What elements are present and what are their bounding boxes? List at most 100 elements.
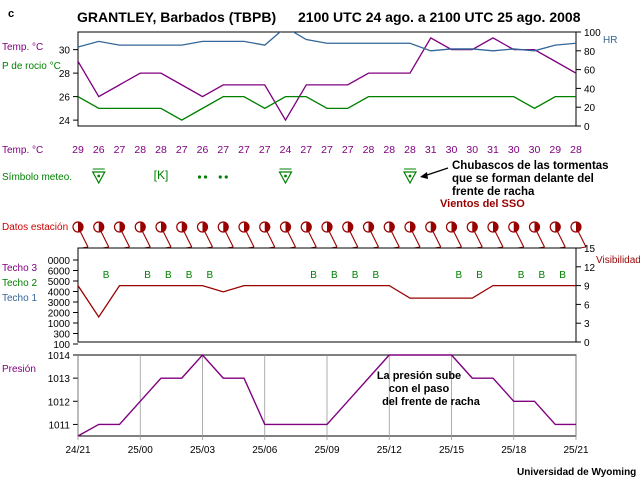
temp-row-value: 31 xyxy=(425,144,437,156)
station-cover-icon xyxy=(327,222,332,232)
dew-axis-label: P de rocio °C xyxy=(2,61,61,72)
temp-row-value: 24 xyxy=(280,144,292,156)
temp-tick-label: 28 xyxy=(59,69,71,80)
pressure-line xyxy=(77,353,576,437)
showers-annotation-line3: frente de racha xyxy=(452,186,535,198)
hr-tick-label: 80 xyxy=(584,47,596,58)
station-cover-icon xyxy=(513,222,519,232)
ceiling-layer-mark: B xyxy=(207,270,214,281)
hr-tick-label: 0 xyxy=(584,122,590,133)
temp-row-value: 27 xyxy=(176,144,188,156)
station-cover-icon xyxy=(472,222,478,232)
ceil1-label: Techo 1 xyxy=(2,293,37,304)
ceiling-layer-mark: B xyxy=(518,270,525,281)
time-axis-label: 24/21 xyxy=(65,445,90,456)
ceiling-tick-label: 2000 xyxy=(48,309,71,320)
showers-annotation-line2: que se forman delante del xyxy=(452,173,594,185)
temp-tick-label: 30 xyxy=(59,46,71,57)
temp-row-value: 28 xyxy=(155,144,167,156)
station-cover-icon xyxy=(451,222,457,232)
temp-row-value: 27 xyxy=(300,144,312,156)
temp-row-value: 28 xyxy=(404,144,416,156)
time-axis-label: 25/00 xyxy=(128,445,153,456)
visibility-tick-label: 9 xyxy=(584,282,590,293)
time-axis-label: 25/06 xyxy=(252,445,277,456)
pressure-annotation-line1: La presión sube xyxy=(377,370,461,382)
time-axis-label: 25/12 xyxy=(377,445,402,456)
station-cover-icon xyxy=(119,222,125,232)
temp-row-label: Temp. °C xyxy=(2,145,43,156)
hr-tick-label: 20 xyxy=(584,103,596,114)
pressure-label: Presión xyxy=(2,364,36,375)
ceiling-layer-mark: B xyxy=(103,270,110,281)
ceiling-layer-mark: B xyxy=(373,270,380,281)
visibility-label: Visibilidad xyxy=(596,255,640,266)
ceiling-layer-mark: B xyxy=(476,270,483,281)
visibility-tick-label: 3 xyxy=(584,319,590,330)
ceiling-layer-mark: B xyxy=(539,270,546,281)
temp-row-value: 27 xyxy=(259,144,271,156)
temp-row-value: 30 xyxy=(508,144,520,156)
temp-panel-ticks: 24 26 28 30 0 20 40 60 80 100 xyxy=(59,28,601,133)
station-cover-icon xyxy=(181,222,187,232)
station-cover-icon xyxy=(285,222,291,232)
ceiling-layer-mark: B xyxy=(310,270,317,281)
shower-dot-icon xyxy=(408,174,412,178)
station-cover-icon xyxy=(430,222,436,232)
shower-triangle-icon xyxy=(278,171,293,185)
ceiling-tick-label: 6000 xyxy=(48,267,71,278)
dewpoint-line xyxy=(78,95,576,121)
temp-row-value: 26 xyxy=(93,144,105,156)
shower-dot-icon xyxy=(97,174,101,178)
visibility-tick-label: 0 xyxy=(584,338,590,349)
station-cover-icon xyxy=(140,222,146,232)
ceil3-label: Techo 3 xyxy=(2,263,37,274)
hr-tick-label: 60 xyxy=(584,66,596,77)
ceiling-tick-label: 5000 xyxy=(48,277,71,288)
temp-row-value: 26 xyxy=(197,144,209,156)
pressure-tick-label: 1013 xyxy=(48,374,71,385)
station-title: GRANTLEY, Barbados (TBPB) xyxy=(77,9,276,25)
station-cover-icon xyxy=(161,222,166,232)
ceiling-layer-mark: B xyxy=(165,270,172,281)
rain-dot-icon xyxy=(224,175,228,179)
station-cover-icon xyxy=(576,222,581,232)
pressure-tick-label: 1011 xyxy=(48,420,70,431)
station-cover-icon xyxy=(555,222,561,232)
ceiling-panel-frame xyxy=(77,247,577,343)
showers-annotation-line1: Chubascos de las tormentas xyxy=(452,160,609,172)
pressure-panel-content: 1011 1012 1013 1014 24/21 25/00 25/03 25/06 25/0… xyxy=(48,351,589,456)
temp-row-value: 28 xyxy=(363,144,375,156)
station-cover-icon xyxy=(223,222,229,232)
wx-symbols: [K] xyxy=(91,168,418,185)
temp-row-value: 27 xyxy=(238,144,250,156)
time-axis-label: 25/03 xyxy=(190,445,215,456)
station-row-label: Datos estación xyxy=(2,222,68,233)
temp-row-value: 28 xyxy=(383,144,395,156)
temp-row-value: 30 xyxy=(529,144,541,156)
visibility-tick-label: 15 xyxy=(584,244,596,255)
hr-tick-label: 100 xyxy=(584,28,601,39)
station-plots xyxy=(72,221,587,249)
temp-row-value: 27 xyxy=(342,144,354,156)
winds-annotation: Vientos del SSO xyxy=(440,198,525,210)
temp-row-value: 31 xyxy=(487,144,499,156)
station-cover-icon xyxy=(368,222,374,232)
temp-axis-label: Temp. °C xyxy=(2,42,43,53)
annotation-arrow xyxy=(423,167,449,177)
temp-tick-label: 26 xyxy=(59,93,71,104)
time-axis-label: 25/18 xyxy=(501,445,526,456)
temp-tick-label: 24 xyxy=(59,116,71,127)
temp-row-value: 28 xyxy=(570,144,582,156)
ceil2-label: Techo 2 xyxy=(2,278,37,289)
period-title: 2100 UTC 24 ago. a 2100 UTC 25 ago. 2008 xyxy=(298,9,581,25)
station-cover-icon xyxy=(202,222,208,232)
rain-dot-icon xyxy=(218,175,222,179)
ceiling-layer-mark: B xyxy=(352,270,359,281)
time-axis-label: 25/21 xyxy=(563,445,588,456)
temp-row-value: 30 xyxy=(466,144,478,156)
temp-row-value: 29 xyxy=(549,144,561,156)
ceiling-tick-label: 300 xyxy=(53,330,70,341)
temp-row-values: 29 26 27 28 28 27 26 27 27 27 24 27 27 27 28 28 28 31 30 30… xyxy=(72,144,582,156)
ceiling-tick-label: 4000 xyxy=(48,288,71,299)
